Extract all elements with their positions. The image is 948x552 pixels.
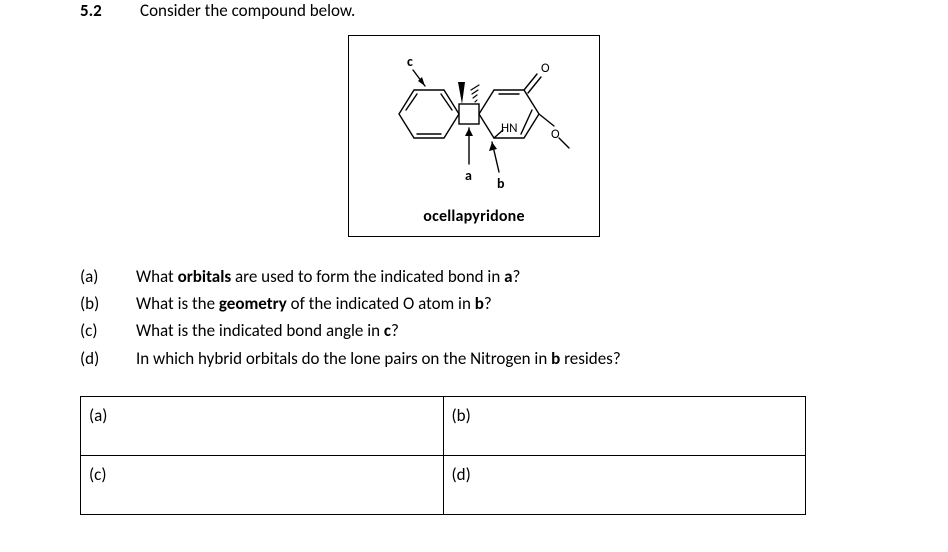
bold: c	[384, 320, 391, 341]
subq-label: (c)	[80, 317, 136, 344]
figure-wrap: c a b HN O O ocellapyridone	[80, 35, 868, 237]
question-number: 5.2	[80, 0, 140, 21]
diagram-label-a: a	[465, 167, 472, 184]
text: are used to form the indicated bond in	[231, 266, 504, 287]
subquestion-list: (a) What orbitals are used to form the i…	[80, 263, 868, 372]
bold: a	[504, 266, 512, 287]
subq-text: What orbitals are used to form the indic…	[136, 263, 520, 290]
subquestion-c: (c) What is the indicated bond angle in …	[80, 317, 868, 344]
answer-cell-d[interactable]: (d)	[443, 455, 806, 514]
table-row: (a) (b)	[81, 396, 806, 455]
diagram-label-b: b	[497, 175, 505, 192]
figure-box: c a b HN O O ocellapyridone	[348, 35, 600, 237]
text: ?	[391, 320, 399, 341]
subquestion-b: (b) What is the geometry of the indicate…	[80, 290, 868, 317]
subq-text: In which hybrid orbitals do the lone pai…	[136, 345, 621, 372]
diagram-label-c: c	[407, 53, 413, 70]
diagram-label-O1: O	[541, 61, 550, 76]
text: What	[136, 266, 178, 287]
text: resides?	[560, 348, 620, 369]
text: of the indicated O atom in	[287, 293, 475, 314]
text: ?	[513, 266, 521, 287]
bold: b	[475, 293, 484, 314]
compound-name: ocellapyridone	[349, 207, 599, 226]
subq-label: (d)	[80, 345, 136, 372]
diagram-label-O2: O	[551, 127, 560, 142]
subquestion-d: (d) In which hybrid orbitals do the lone…	[80, 345, 868, 372]
answer-cell-a[interactable]: (a)	[81, 396, 444, 455]
subq-label: (b)	[80, 290, 136, 317]
bold: orbitals	[178, 266, 232, 287]
question-heading: 5.2 Consider the compound below.	[80, 0, 868, 21]
answer-cell-b[interactable]: (b)	[443, 396, 806, 455]
question-stem: Consider the compound below.	[140, 0, 868, 21]
bold: b	[551, 348, 560, 369]
answer-cell-c[interactable]: (c)	[81, 455, 444, 514]
compound-diagram: c a b HN O O	[359, 44, 589, 204]
subq-text: What is the geometry of the indicated O …	[136, 290, 492, 317]
text: What is the indicated bond angle in	[136, 320, 384, 341]
text: What is the	[136, 293, 219, 314]
subq-text: What is the indicated bond angle in c?	[136, 317, 399, 344]
subquestion-a: (a) What orbitals are used to form the i…	[80, 263, 868, 290]
bold: geometry	[219, 293, 287, 314]
text: In which hybrid orbitals do the lone pai…	[136, 348, 551, 369]
answer-table: (a) (b) (c) (d)	[80, 396, 806, 515]
subq-label: (a)	[80, 263, 136, 290]
page: 5.2 Consider the compound below.	[0, 0, 948, 535]
table-row: (c) (d)	[81, 455, 806, 514]
text: ?	[484, 293, 492, 314]
diagram-label-HN: HN	[501, 121, 518, 136]
